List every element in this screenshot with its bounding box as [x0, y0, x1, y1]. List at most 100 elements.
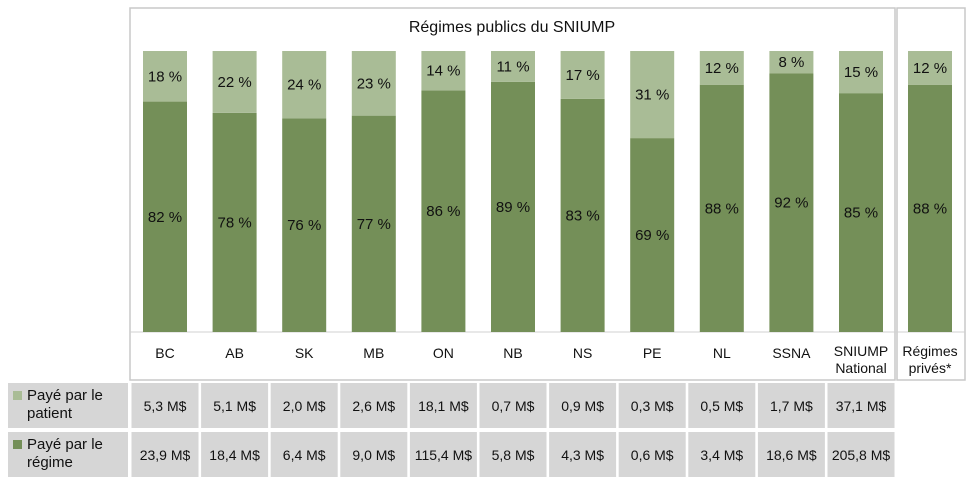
- table-cell-bg-0-5: [479, 383, 547, 428]
- table-cell-bg-1-3: [340, 432, 408, 477]
- table-cell-1-9: 18,6 M$: [766, 447, 817, 463]
- bar-patient-4: [421, 51, 466, 91]
- label-regime-5: 89 %: [496, 199, 530, 216]
- table-cell-1-0: 23,9 M$: [140, 447, 191, 463]
- table-cell-1-3: 9,0 M$: [352, 447, 395, 463]
- category-label-1-0: AB: [225, 345, 244, 361]
- table-cell-1-4: 115,4 M$: [415, 447, 473, 463]
- bar-patient-9: [769, 51, 814, 74]
- table-row-header-bg-1: [8, 432, 128, 477]
- label-regime-9: 92 %: [774, 195, 808, 212]
- table-cell-bg-1-4: [409, 432, 477, 477]
- label-regime-0: 82 %: [148, 209, 182, 226]
- category-label-9-0: SSNA: [772, 345, 811, 361]
- category-label-7-0: PE: [643, 345, 662, 361]
- table-cell-bg-0-4: [409, 383, 477, 428]
- label-regime-7: 69 %: [635, 227, 669, 244]
- table-cell-bg-0-2: [270, 383, 338, 428]
- label-regime-4: 86 %: [426, 203, 460, 220]
- category-label-4-0: ON: [433, 345, 454, 361]
- legend-label-1-0: Payé par le: [27, 436, 103, 453]
- table-cell-1-8: 3,4 M$: [700, 447, 743, 463]
- table-cell-bg-0-7: [618, 383, 686, 428]
- table-cell-bg-0-0: [131, 383, 199, 428]
- table-cell-bg-1-7: [618, 432, 686, 477]
- table-cell-0-10: 37,1 M$: [836, 398, 887, 414]
- table-cell-0-7: 0,3 M$: [631, 398, 674, 414]
- table-cell-0-4: 18,1 M$: [418, 398, 469, 414]
- table-cell-bg-1-1: [201, 432, 269, 477]
- table-cell-1-10: 205,8 M$: [832, 447, 891, 463]
- label-regime-2: 76 %: [287, 217, 321, 234]
- label-regime-8: 88 %: [705, 200, 739, 217]
- category-label-3-0: MB: [363, 345, 384, 361]
- category-label-2-0: SK: [295, 345, 314, 361]
- table-cell-bg-1-10: [827, 432, 895, 477]
- table-cell-bg-1-6: [549, 432, 617, 477]
- bar-regime-7: [630, 138, 675, 332]
- table-cell-1-7: 0,6 M$: [631, 447, 674, 463]
- bars-group: 82 % 18 % 78 % 22 % 76 % 24 % 77 % 23 % 86 % 14 %…: [143, 51, 952, 333]
- label-regime-3: 77 %: [357, 216, 391, 233]
- table-row-header-bg-0: [8, 383, 128, 428]
- table-cell-0-8: 0,5 M$: [700, 398, 743, 414]
- category-label-5-0: NB: [503, 345, 522, 361]
- private-plans-panel: [896, 7, 966, 381]
- bar-patient-5: [491, 51, 535, 82]
- bar-regime-9: [769, 73, 814, 332]
- bar-patient-0: [143, 51, 187, 102]
- table-cell-bg-1-9: [757, 432, 825, 477]
- label-patient-3: 23 %: [357, 75, 391, 92]
- table-cell-0-3: 2,6 M$: [352, 398, 395, 414]
- category-label-11-1: privés*: [909, 360, 952, 376]
- category-label-10-0: SNIUMP: [834, 343, 888, 359]
- table-cell-0-9: 1,7 M$: [770, 398, 813, 414]
- label-patient-4: 14 %: [426, 63, 460, 80]
- table-cell-0-0: 5,3 M$: [144, 398, 187, 414]
- table-cell-0-5: 0,7 M$: [492, 398, 535, 414]
- bar-regime-3: [351, 115, 396, 332]
- label-regime-11: 88 %: [913, 200, 947, 217]
- category-label-10-1: National: [835, 360, 886, 376]
- category-label-11-0: Régimes: [902, 343, 957, 359]
- bar-regime-4: [421, 90, 466, 332]
- legend-swatch-0: [13, 391, 22, 400]
- label-patient-6: 17 %: [565, 67, 599, 84]
- table-cell-bg-0-9: [757, 383, 825, 428]
- legend-swatch-1: [13, 440, 22, 449]
- category-label-8-0: NL: [713, 345, 731, 361]
- table-cell-bg-1-2: [270, 432, 338, 477]
- table-cell-1-6: 4,3 M$: [561, 447, 604, 463]
- table-cell-bg-0-10: [827, 383, 895, 428]
- label-patient-0: 18 %: [148, 68, 182, 85]
- bar-regime-10: [839, 93, 883, 333]
- bar-patient-11: [908, 51, 952, 85]
- bar-patient-8: [699, 51, 744, 85]
- bar-patient-7: [630, 51, 675, 139]
- bar-patient-1: [212, 51, 257, 113]
- label-patient-5: 11 %: [496, 58, 529, 75]
- legend-label-0-0: Payé par le: [27, 387, 103, 404]
- chart-title: Régimes publics du SNIUMP: [409, 19, 615, 36]
- bar-patient-2: [282, 51, 327, 119]
- table-cell-bg-1-8: [688, 432, 756, 477]
- bar-regime-2: [282, 118, 327, 332]
- legend-label-0-1: patient: [27, 405, 73, 422]
- table-cell-bg-0-1: [201, 383, 269, 428]
- table-cell-0-2: 2,0 M$: [283, 398, 326, 414]
- table-cell-bg-1-0: [131, 432, 199, 477]
- table-cell-0-1: 5,1 M$: [213, 398, 256, 414]
- bar-regime-1: [212, 112, 257, 332]
- bar-regime-11: [908, 84, 952, 332]
- bar-patient-6: [560, 51, 605, 99]
- table-cell-bg-0-3: [340, 383, 408, 428]
- category-label-0-0: BC: [155, 345, 174, 361]
- label-patient-8: 12 %: [705, 60, 739, 77]
- bar-patient-3: [351, 51, 396, 116]
- bar-regime-5: [491, 81, 535, 332]
- table-cell-0-6: 0,9 M$: [561, 398, 604, 414]
- label-patient-11: 12 %: [913, 60, 947, 77]
